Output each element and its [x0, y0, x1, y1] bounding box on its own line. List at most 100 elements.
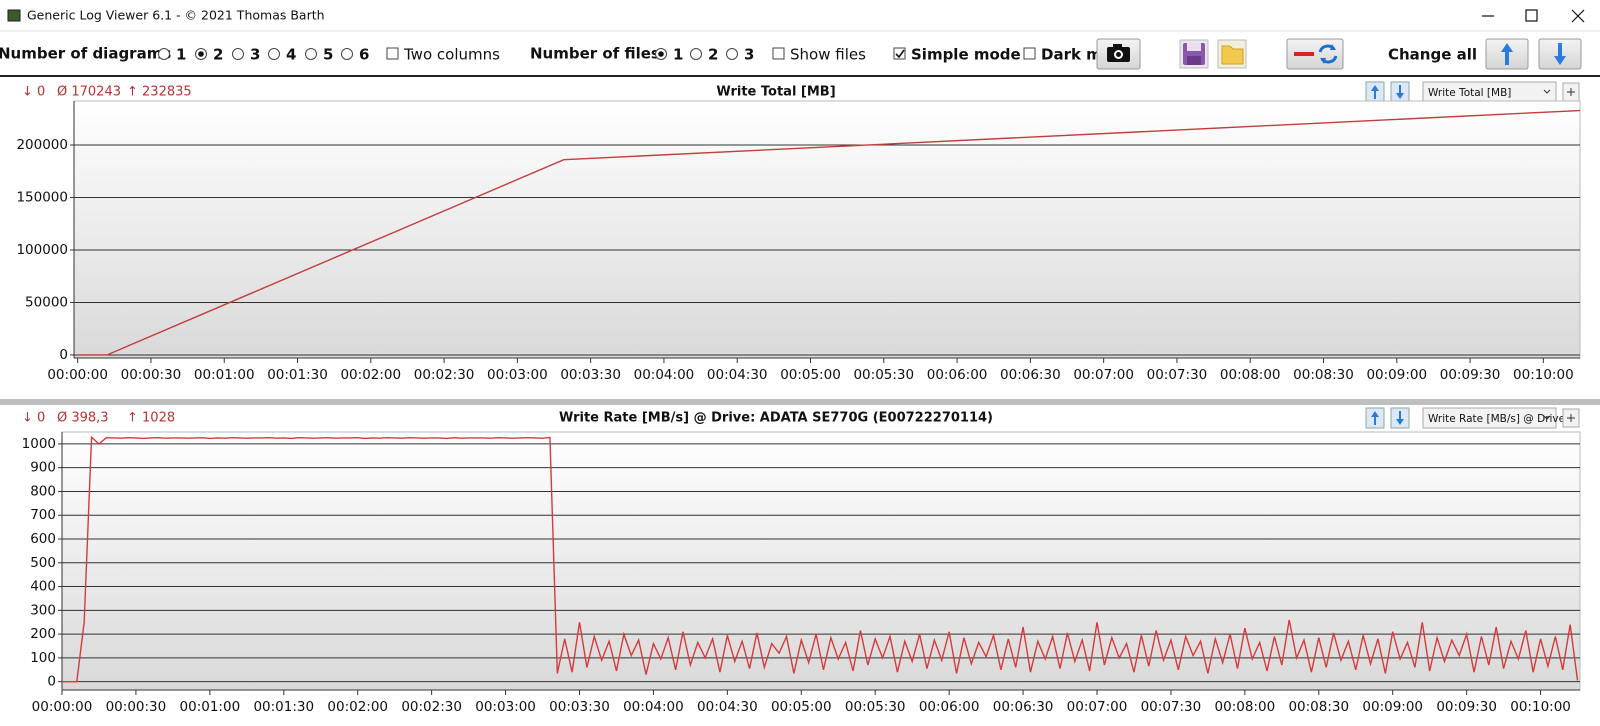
x-tick-label: 00:07:30	[1141, 699, 1202, 715]
maximize-button[interactable]	[1525, 9, 1538, 22]
move-up-all-button[interactable]	[1485, 38, 1529, 70]
x-tick-label: 00:09:30	[1440, 367, 1501, 383]
radio-label: 2	[708, 46, 718, 64]
radio-dot	[198, 51, 204, 57]
camera-button[interactable]	[1096, 38, 1141, 70]
y-tick-label: 100000	[16, 242, 68, 258]
x-tick-label: 00:08:00	[1215, 699, 1276, 715]
move-down-all-button[interactable]	[1538, 38, 1582, 70]
arrow-icon	[1371, 85, 1379, 99]
x-tick-label: 00:09:00	[1362, 699, 1423, 715]
x-tick-label: 00:07:30	[1147, 367, 1208, 383]
series-dropdown[interactable]	[1422, 407, 1557, 429]
radio-button[interactable]	[232, 48, 244, 60]
plus-icon	[1567, 88, 1575, 96]
y-tick-label: 700	[30, 507, 56, 523]
x-tick-label: 00:02:00	[340, 367, 401, 383]
x-tick-label: 00:05:30	[845, 699, 906, 715]
checkbox[interactable]	[1023, 47, 1036, 60]
arrow-icon	[1396, 85, 1404, 99]
x-tick-label: 00:06:00	[927, 367, 988, 383]
x-tick-label: 00:03:30	[549, 699, 610, 715]
dropdown-caret	[1543, 89, 1551, 94]
x-tick-label: 00:01:30	[253, 699, 314, 715]
radio-button[interactable]	[726, 48, 738, 60]
save-button[interactable]	[1179, 39, 1209, 69]
x-tick-label: 00:02:30	[401, 699, 462, 715]
checkbox-label: Simple mode	[911, 46, 1021, 64]
checkbox[interactable]	[893, 47, 906, 60]
checkmark	[895, 49, 905, 59]
x-tick-label: 00:01:00	[180, 699, 241, 715]
x-tick-label: 00:07:00	[1073, 367, 1134, 383]
radio-label: 5	[323, 46, 333, 64]
diagrams-label: Number of diagrams	[0, 45, 171, 63]
x-tick-label: 00:06:00	[919, 699, 980, 715]
radio-button[interactable]	[305, 48, 317, 60]
dropdown-text: Write Rate [MB/s] @ Drive	[1428, 413, 1565, 425]
dropdown-caret	[1543, 415, 1551, 420]
files-label: Number of files	[530, 45, 660, 63]
app-icon	[7, 9, 21, 22]
y-tick-label: 50000	[25, 294, 68, 310]
x-tick-label: 00:04:00	[634, 367, 695, 383]
toolbar: Number of diagrams Number of files	[0, 45, 660, 63]
y-tick-label: 150000	[16, 189, 68, 205]
x-tick-label: 00:08:30	[1293, 367, 1354, 383]
x-tick-label: 00:01:00	[194, 367, 255, 383]
checkbox-label: Two columns	[403, 46, 500, 64]
x-tick-label: 00:00:00	[47, 367, 108, 383]
stat-label: ↓ 0	[22, 411, 45, 426]
y-tick-label: 300	[30, 602, 56, 618]
chart-title: Write Total [MB]	[716, 85, 835, 100]
x-tick-label: 00:04:00	[623, 699, 684, 715]
radio-label: 1	[176, 46, 186, 64]
radio-label: 4	[286, 46, 296, 64]
y-tick-label: 100	[30, 650, 56, 666]
x-tick-label: 00:07:00	[1067, 699, 1128, 715]
x-tick-label: 00:05:30	[853, 367, 914, 383]
y-tick-label: 0	[47, 674, 56, 690]
x-tick-label: 00:09:00	[1366, 367, 1427, 383]
change-all-label: Change all	[1388, 46, 1477, 64]
x-tick-label: 00:02:00	[327, 699, 388, 715]
chart-title: Write Rate [MB/s] @ Drive: ADATA SE770G …	[559, 411, 993, 426]
x-tick-label: 00:02:30	[414, 367, 475, 383]
y-tick-label: 600	[30, 531, 56, 547]
radio-button[interactable]	[158, 48, 170, 60]
radio-label: 3	[744, 46, 754, 64]
plus-icon	[1567, 414, 1575, 422]
y-tick-label: 200	[30, 626, 56, 642]
stat-label: ↑ 232835	[127, 85, 192, 100]
x-tick-label: 00:05:00	[771, 699, 832, 715]
reset-button[interactable]	[1286, 38, 1344, 70]
radio-button[interactable]	[690, 48, 702, 60]
y-tick-label: 500	[30, 555, 56, 571]
radio-button[interactable]	[268, 48, 280, 60]
y-tick-label: 800	[30, 483, 56, 499]
y-tick-label: 900	[30, 460, 56, 476]
radio-dot	[658, 51, 664, 57]
plot-area	[73, 100, 1581, 359]
x-tick-label: 00:10:00	[1513, 367, 1574, 383]
dropdown-text: Write Total [MB]	[1428, 87, 1511, 99]
radio-label: 6	[359, 46, 369, 64]
checkbox-label: Dark mo	[1041, 46, 1112, 64]
stat-label: Ø 170243	[57, 85, 121, 100]
x-tick-label: 00:04:30	[697, 699, 758, 715]
x-tick-label: 00:03:00	[475, 699, 536, 715]
radio-label: 1	[673, 46, 683, 64]
radio-label: 3	[250, 46, 260, 64]
checkbox[interactable]	[386, 47, 399, 60]
close-button[interactable]	[1571, 9, 1585, 23]
x-tick-label: 00:01:30	[267, 367, 328, 383]
plot-area	[61, 431, 1581, 691]
stat-label: ↑ 1028	[127, 411, 175, 426]
x-tick-label: 00:03:00	[487, 367, 548, 383]
radio-button[interactable]	[341, 48, 353, 60]
checkbox[interactable]	[772, 47, 785, 60]
stat-label: Ø 398,3	[57, 411, 109, 426]
open-button[interactable]	[1217, 39, 1247, 69]
